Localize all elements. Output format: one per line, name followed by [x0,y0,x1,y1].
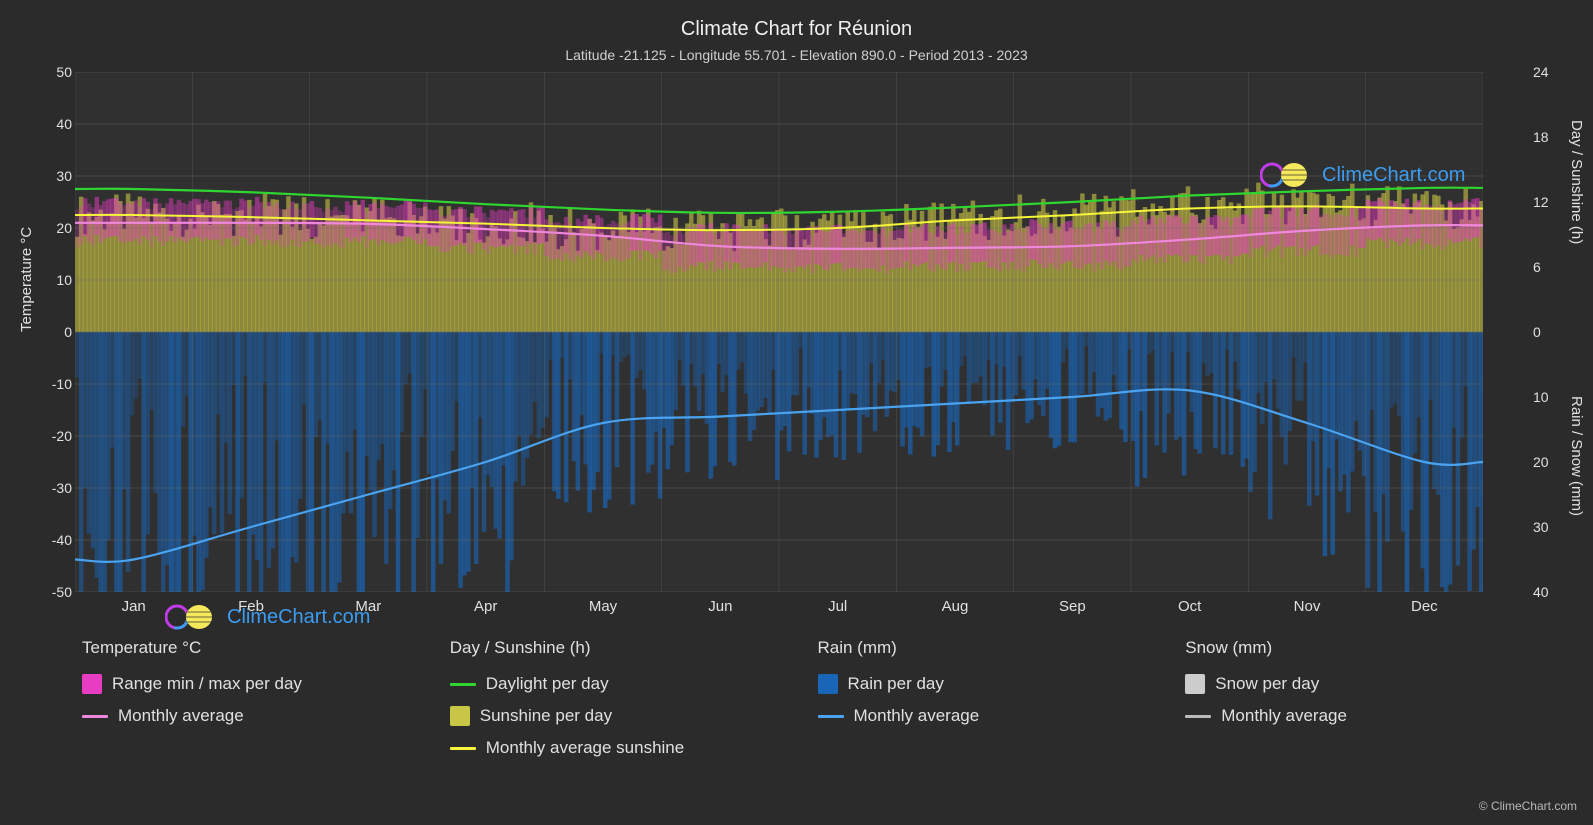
legend-label: Monthly average [1221,706,1347,726]
y-axis-left: 50403020100-10-20-30-40-50 [38,72,72,592]
x-tick: Jan [122,598,146,615]
legend-item: Sunshine per day [450,706,818,726]
legend: Temperature °C Range min / max per day Mon… [82,638,1553,758]
legend-column: Day / Sunshine (h) Daylight per day Sunshi… [450,638,818,758]
y-right-axis-title-top: Day / Sunshine (h) [1568,120,1585,244]
y-left-tick: 20 [56,220,72,236]
legend-label: Monthly average [854,706,980,726]
x-tick: May [589,598,617,615]
x-tick: Dec [1411,598,1438,615]
y-right-tick-hours: 18 [1533,129,1549,145]
y-left-axis-title: Temperature °C [18,227,35,332]
y-left-tick: 10 [56,272,72,288]
y-right-tick-hours: 6 [1533,259,1541,275]
legend-item: Rain per day [818,674,1186,694]
legend-header: Snow (mm) [1185,638,1553,658]
legend-column: Snow (mm) Snow per day Monthly average [1185,638,1553,758]
y-right-tick-mm: 20 [1533,454,1549,470]
temp-avg-line [75,223,1483,249]
legend-header: Day / Sunshine (h) [450,638,818,658]
legend-swatch [82,674,102,694]
legend-item: Daylight per day [450,674,818,694]
legend-label: Rain per day [848,674,944,694]
legend-label: Monthly average sunshine [486,738,684,758]
x-tick: Aug [942,598,969,615]
legend-swatch [82,715,108,718]
y-left-tick: 50 [56,64,72,80]
y-left-tick: -10 [52,376,72,392]
legend-swatch [450,683,476,686]
legend-header: Rain (mm) [818,638,1186,658]
y-left-tick: -20 [52,428,72,444]
legend-header: Temperature °C [82,638,450,658]
legend-swatch [1185,715,1211,718]
legend-item: Snow per day [1185,674,1553,694]
x-tick: Oct [1178,598,1201,615]
legend-swatch [450,706,470,726]
y-left-tick: 40 [56,116,72,132]
x-tick: Feb [238,598,264,615]
y-right-tick-mm: 10 [1533,389,1549,405]
climate-chart: Climate Chart for Réunion Latitude -21.1… [0,0,1593,825]
x-tick: Jun [708,598,732,615]
legend-item: Monthly average sunshine [450,738,818,758]
brand-logo-icon [1260,160,1314,190]
y-left-tick: 30 [56,168,72,184]
copyright-text: © ClimeChart.com [1479,799,1577,813]
chart-title: Climate Chart for Réunion [0,0,1593,41]
y-right-tick-mm: 30 [1533,519,1549,535]
y-left-tick: -50 [52,584,72,600]
daylight-line [75,188,1483,213]
legend-swatch [1185,674,1205,694]
watermark: ClimeChart.com [1260,160,1465,190]
legend-swatch [818,674,838,694]
y-left-tick: 0 [64,324,72,340]
y-right-tick-hours: 0 [1533,324,1541,340]
y-right-tick-hours: 12 [1533,194,1549,210]
y-right-tick-hours: 24 [1533,64,1549,80]
series-layer [75,72,1483,592]
legend-item: Monthly average [82,706,450,726]
legend-item: Monthly average [818,706,1186,726]
x-tick: Jul [828,598,847,615]
y-left-tick: -40 [52,532,72,548]
x-tick: Nov [1294,598,1321,615]
y-right-axis-title-bottom: Rain / Snow (mm) [1568,396,1585,516]
legend-item: Monthly average [1185,706,1553,726]
x-tick: Apr [474,598,497,615]
legend-column: Temperature °C Range min / max per day Mon… [82,638,450,758]
x-tick: Sep [1059,598,1086,615]
y-axis-right: 2418126010203040 [1533,72,1567,592]
y-left-tick: -30 [52,480,72,496]
legend-label: Monthly average [118,706,244,726]
rain-avg-line [75,389,1483,562]
x-tick: Mar [355,598,381,615]
legend-label: Sunshine per day [480,706,612,726]
legend-item: Range min / max per day [82,674,450,694]
legend-label: Range min / max per day [112,674,302,694]
legend-swatch [818,715,844,718]
legend-swatch [450,747,476,750]
legend-label: Daylight per day [486,674,609,694]
legend-column: Rain (mm) Rain per day Monthly average [818,638,1186,758]
sunshine-avg-line [75,206,1483,230]
chart-subtitle: Latitude -21.125 - Longitude 55.701 - El… [0,41,1593,63]
plot-area: ClimeChart.com ClimeChart.com [75,72,1483,592]
legend-label: Snow per day [1215,674,1319,694]
brand-name: ClimeChart.com [1322,164,1465,187]
y-right-tick-mm: 40 [1533,584,1549,600]
x-axis: Jan Feb Mar Apr May Jun Jul Aug Sep Oct Nov Dec [75,594,1483,622]
